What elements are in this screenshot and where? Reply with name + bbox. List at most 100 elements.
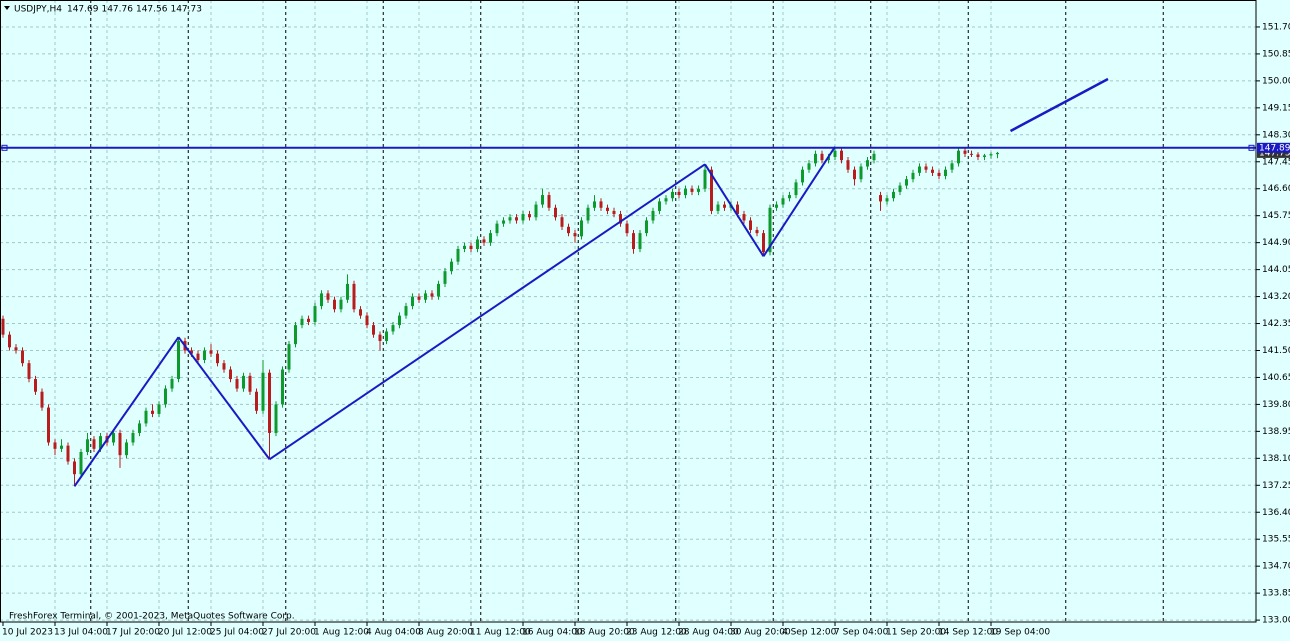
candle-body [567,226,570,234]
candle-body [560,217,564,227]
candle-body [586,207,590,221]
candle-body [385,331,388,341]
candle-body [53,442,57,449]
candle-body [287,344,291,370]
candle-body [651,210,655,221]
candle-body [892,191,895,199]
candle-body [164,388,167,405]
x-tick-label: 8 Aug 20:00 [418,628,473,638]
y-tick-label: 138.95 [1262,427,1290,437]
candle-body [274,404,278,433]
x-tick-label: 13 Jul 04:00 [54,628,108,638]
candle-body [638,233,642,249]
x-tick-label: 28 Aug 04:00 [678,628,739,638]
grid-layer [0,0,1256,622]
candle-body [170,379,174,389]
x-tick-label: 1 Aug 12:00 [314,628,369,638]
candle-body [495,223,499,234]
candle-body [21,350,24,364]
candle-body [86,439,89,452]
candle-body [924,166,928,170]
candle-body [846,160,850,170]
x-tick-label: 25 Jul 04:00 [210,628,264,638]
candle-body [963,150,967,154]
close-price-tag [1257,147,1290,158]
y-tick-label: 135.55 [1262,535,1290,545]
header-low: 147.56 [136,4,168,14]
y-tick-label: 141.50 [1262,346,1290,356]
candle-body [255,391,258,411]
candle-body [918,166,921,173]
candle-body [300,318,304,326]
candle-body [268,372,271,433]
y-tick-label: 139.80 [1262,400,1290,410]
level-handle [1,144,8,151]
candle-body [690,188,694,192]
candle-body [502,220,505,224]
candle-body [658,201,661,211]
candle-body [209,350,213,354]
candle-body [34,379,37,392]
candle-body [92,439,96,449]
candle-body [671,191,674,199]
zigzag-line [177,336,271,460]
chart-title: USDJPY,H4 [14,4,62,14]
y-tick-label: 147.45 [1262,157,1290,167]
candle-body [768,207,772,253]
candle-body [606,207,609,211]
candle-body [762,233,765,253]
y-tick-label: 137.25 [1262,481,1290,491]
candle-body [365,315,369,326]
close-price-label: 147.73 [1259,148,1290,158]
candle-body [931,169,934,173]
candle-body [736,204,739,215]
candle-body [775,204,778,208]
candle-body [424,293,427,300]
candle-body [625,223,629,234]
candle-body [222,363,226,370]
level-handle [1248,144,1255,151]
candle-body [898,185,902,192]
y-tick-label: 136.40 [1262,508,1290,518]
candle-body [73,461,76,475]
candle-body [872,153,876,161]
candle-body [177,340,180,380]
candle-body [710,169,713,211]
menu-arrow[interactable] [4,6,10,10]
candle-body [359,309,362,316]
candle-body [391,325,395,332]
candle-body [489,233,492,243]
x-tick-label: 4 Sep 12:00 [782,628,837,638]
candle-body [703,169,707,189]
candle-body [677,191,681,196]
candle-body [235,379,239,389]
candle-body [463,245,466,249]
candle-body [937,172,941,177]
level-price-tag [1257,142,1290,153]
candle-body [749,220,752,230]
candle-body [294,325,297,345]
candle-body [541,195,544,205]
candle-body [996,152,999,155]
candle-body [79,451,83,475]
y-tick-label: 138.10 [1262,454,1290,464]
candle-body [554,207,557,218]
candle-body [573,233,577,237]
trend-line [1009,77,1109,133]
candle-body [476,239,479,249]
candle-body [346,283,349,300]
over-layer [0,77,1256,487]
candle-body [125,442,128,456]
candle-body [645,220,648,234]
candle-body [443,271,447,284]
candle-body [801,169,804,183]
candle-body [320,293,323,307]
candle-body [313,306,317,322]
candle-body [99,436,102,449]
candle-body [417,296,421,300]
candle-body [885,198,889,202]
candle-body [508,217,512,221]
candle-body [151,410,154,414]
candle-body [853,169,856,180]
